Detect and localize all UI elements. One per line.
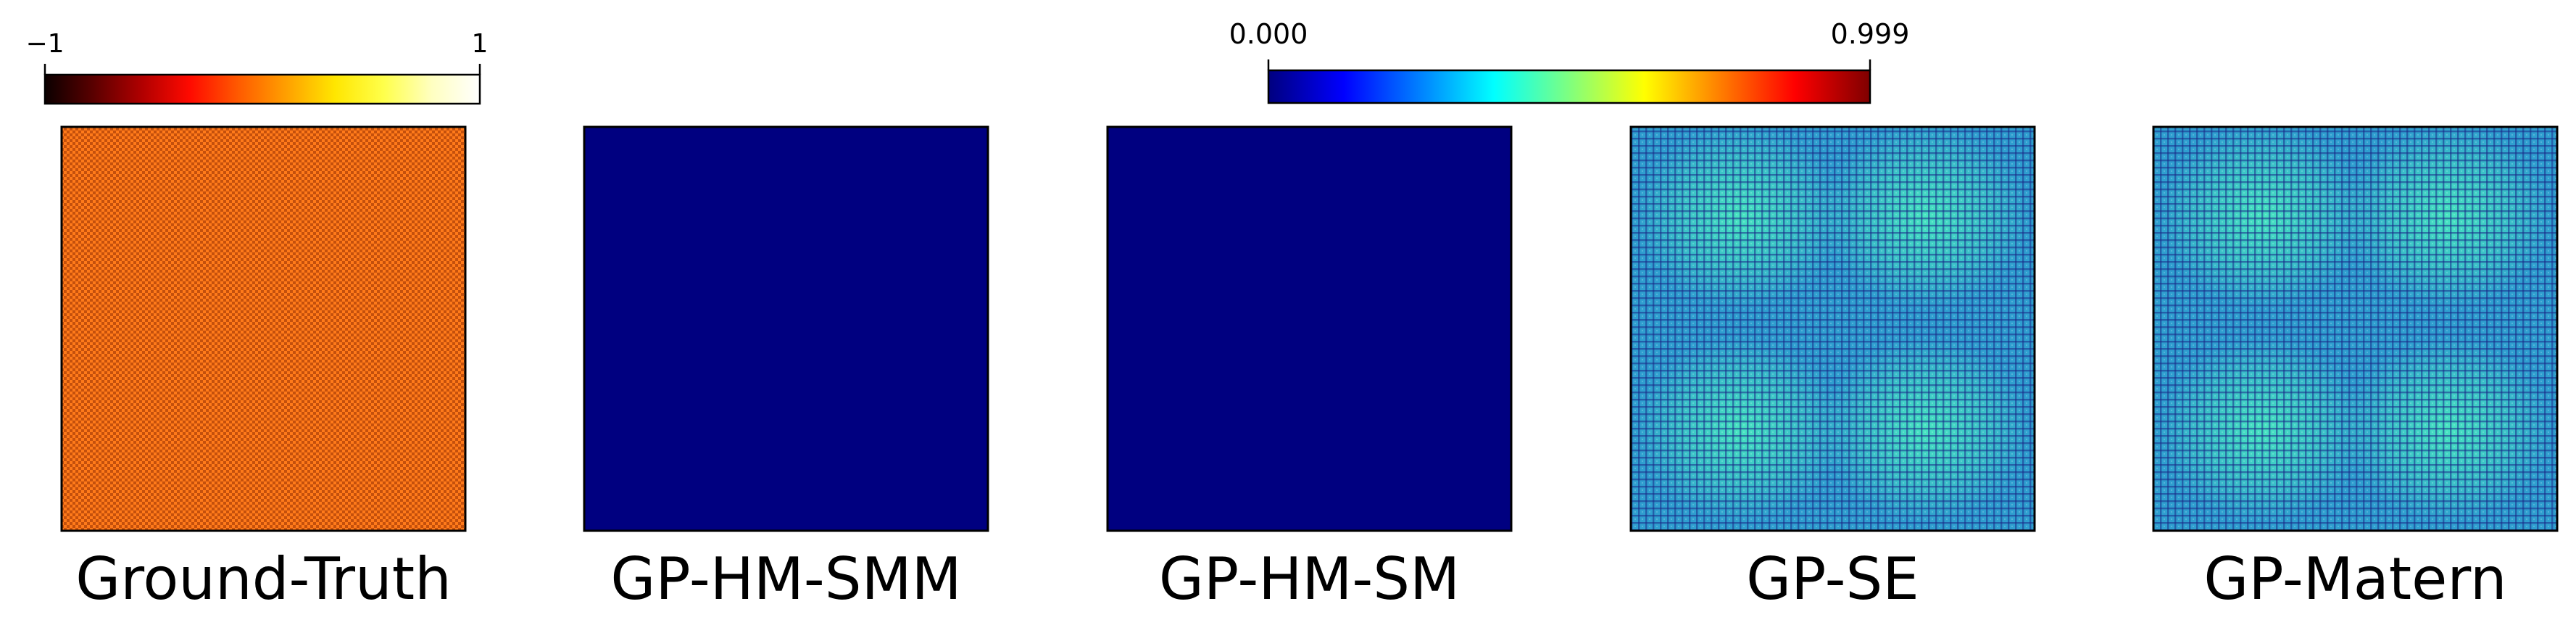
heatmap-panel-gp-hm-sm: GP-HM-SM	[1106, 125, 1513, 613]
colorbar-jet: 0.000 0.999	[1229, 18, 1910, 104]
colorbar-hot-max-label: 1	[472, 29, 489, 59]
panel-title: GP-SE	[1746, 545, 1919, 613]
heatmap-panel-ground-truth: Ground-Truth	[60, 125, 467, 613]
heatmap-panels: Ground-Truth GP-HM-SMM GP-HM-SM GP-SE GP-Mat…	[60, 123, 2559, 613]
colorbar-hot-min-label: −1	[25, 29, 64, 59]
colorbar-jet-max-label: 0.999	[1831, 18, 1910, 50]
heatmap-frame	[1106, 125, 1513, 532]
colorbar-jet-min-label: 0.000	[1229, 18, 1308, 50]
heatmap-frame	[1629, 125, 2036, 532]
panel-title: GP-Matern	[2203, 545, 2506, 613]
heatmap-image	[62, 127, 465, 531]
colorbar-hot-bar	[43, 73, 481, 105]
heatmap-texture	[1631, 127, 2035, 531]
panel-title: GP-HM-SMM	[610, 545, 961, 613]
panel-title: Ground-Truth	[75, 545, 452, 613]
colorbar-hot: −1 1	[25, 29, 489, 105]
heatmap-frame	[583, 125, 989, 532]
heatmap-panel-gp-hm-smm: GP-HM-SMM	[583, 125, 989, 613]
heatmap-frame	[60, 125, 467, 532]
heatmap-image	[584, 127, 988, 531]
heatmap-panel-gp-matern: GP-Matern	[2152, 123, 2559, 613]
colorbar-jet-bar	[1267, 69, 1871, 104]
panel-title: GP-HM-SM	[1159, 545, 1460, 613]
heatmap-panel-gp-se: GP-SE	[1629, 123, 2036, 613]
heatmap-image	[1108, 127, 1511, 531]
heatmap-texture	[2153, 127, 2557, 531]
heatmap-frame	[2152, 125, 2559, 532]
